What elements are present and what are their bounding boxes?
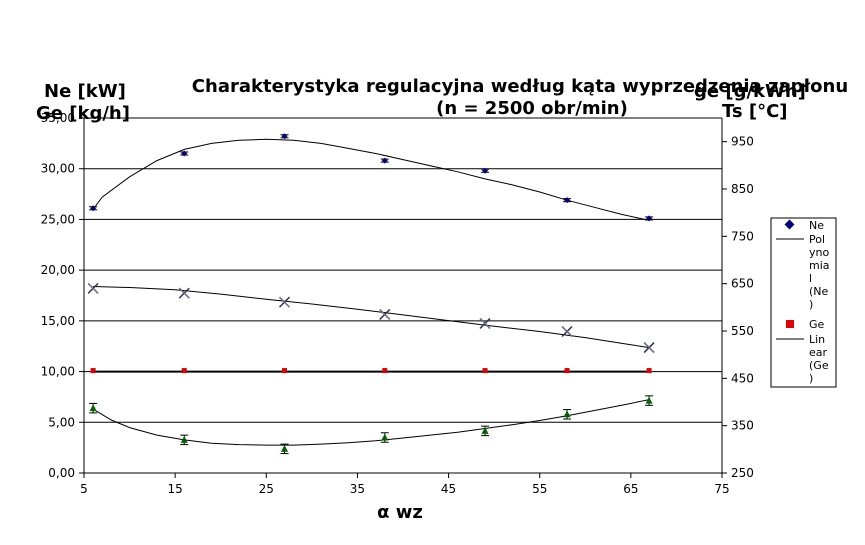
point-ne <box>482 167 489 174</box>
legend-ge-square-icon <box>786 320 794 328</box>
point-ts <box>89 404 97 412</box>
x-tick-label: 35 <box>350 482 365 496</box>
data-points <box>87 133 655 452</box>
point-ge <box>643 342 655 354</box>
y-right-tick-labels: 250 350 450 550 650 750 850 950 <box>731 135 754 480</box>
x-tick-label: 75 <box>714 482 729 496</box>
chart-title: Charakterystyka regulacyjna według kąta … <box>192 76 848 97</box>
trendline-ts <box>92 399 650 446</box>
point-ge <box>379 308 391 320</box>
legend-linear-ge: Lin ear (Ge) <box>809 333 829 385</box>
y-right-tick-label: 650 <box>731 277 754 291</box>
point-ge <box>561 325 573 338</box>
point-x-stroke <box>561 326 573 337</box>
y-right-tick-label: 550 <box>731 324 754 338</box>
x-tick-label: 45 <box>441 482 456 496</box>
point-x-stroke <box>279 296 290 308</box>
point-x-stroke <box>178 287 190 299</box>
y-left-tick-label: 20,00 <box>41 263 75 277</box>
point-ts <box>381 433 389 441</box>
y-left-tick-label: 25,00 <box>41 212 75 226</box>
x-tick-label: 55 <box>532 482 547 496</box>
legend-polynomial-ne: Pol yno mia l (Ne) <box>809 233 830 311</box>
point-ge <box>482 368 488 374</box>
point-ne <box>90 205 97 212</box>
point-ne <box>381 157 388 164</box>
point-ge <box>87 282 99 294</box>
x-tick-labels: 5 15 25 35 45 55 65 75 <box>80 482 729 496</box>
y-right-tick-label: 350 <box>731 419 754 433</box>
chart-subtitle: (n = 2500 obr/min) <box>436 98 628 119</box>
point-ne <box>564 197 571 204</box>
point-ge <box>181 368 187 374</box>
point-x-stroke <box>643 342 655 353</box>
point-ts <box>281 444 289 452</box>
x-tick-label: 65 <box>623 482 638 496</box>
legend-ge: Ge <box>809 318 825 331</box>
point-ts <box>481 426 489 434</box>
point-ge <box>278 296 291 308</box>
axes <box>79 117 727 478</box>
y-right-label-ge-specific: ge [g/kWh] <box>694 81 806 102</box>
y-left-tick-label: 35,00 <box>41 111 75 125</box>
point-ge <box>382 368 388 374</box>
point-ne <box>181 150 188 157</box>
point-x-stroke <box>379 309 391 320</box>
point-ge <box>646 368 652 374</box>
y-left-tick-labels: 0,00 5,00 10,00 15,00 20,00 25,00 30,00 35,00 <box>41 111 75 480</box>
point-ts <box>645 396 653 404</box>
point-ge <box>564 368 570 374</box>
y-right-tick-label: 850 <box>731 182 754 196</box>
y-left-tick-label: 15,00 <box>41 314 75 328</box>
y-left-tick-label: 30,00 <box>41 162 75 176</box>
legend-ne: Ne <box>809 219 824 232</box>
point-x-stroke <box>87 283 99 294</box>
y-right-tick-label: 250 <box>731 466 754 480</box>
y-right-tick-label: 750 <box>731 229 754 243</box>
y-left-label-ne: Ne [kW] <box>44 81 126 102</box>
legend-box <box>770 217 837 388</box>
y-left-tick-label: 10,00 <box>41 365 75 379</box>
trendline-ne <box>92 138 650 221</box>
point-ne <box>646 215 653 222</box>
y-left-label-ge: Ge [kg/h] <box>36 103 130 124</box>
point-ge <box>282 368 288 374</box>
y-right-tick-label: 450 <box>731 371 754 385</box>
point-ts <box>563 410 571 418</box>
point-ge <box>479 317 491 329</box>
y-right-tick-label: 950 <box>731 135 754 149</box>
y-right-label-ts: Ts [°C] <box>722 101 788 122</box>
legend: Ne Pol yno mia l (Ne) Ge Lin ear (Ge) <box>770 217 837 388</box>
y-left-tick-label: 0,00 <box>48 466 75 480</box>
point-ge <box>90 368 96 374</box>
plot-area <box>84 118 722 473</box>
legend-ne-diamond-icon <box>784 219 795 230</box>
x-tick-label: 25 <box>259 482 274 496</box>
point-ge <box>178 287 190 299</box>
x-tick-label: 5 <box>80 482 88 496</box>
point-ts <box>180 435 188 443</box>
point-x-stroke <box>479 318 491 329</box>
x-tick-label: 15 <box>168 482 183 496</box>
point-ne <box>281 133 288 140</box>
y-left-tick-label: 5,00 <box>48 415 75 429</box>
x-axis-label: α wz <box>377 502 423 523</box>
